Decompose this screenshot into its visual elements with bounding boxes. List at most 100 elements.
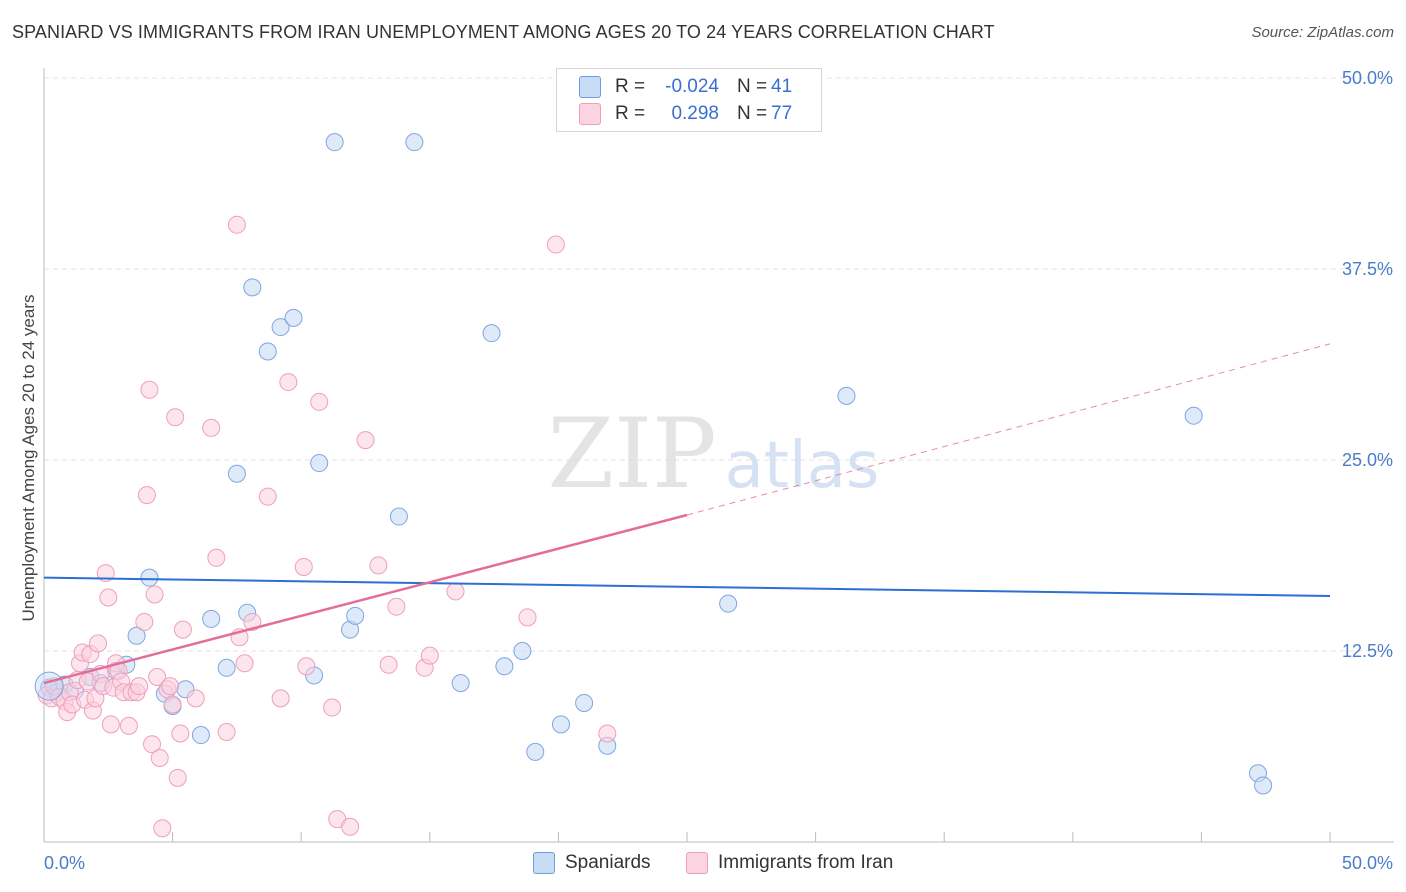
spaniard-cluster-point xyxy=(34,671,64,701)
watermark: ZIP atlas xyxy=(547,398,879,510)
iran-point xyxy=(99,588,118,607)
iran-legend-swatch xyxy=(686,852,708,874)
iran-point xyxy=(217,722,236,741)
source-label: Source: ZipAtlas.com xyxy=(1251,24,1394,41)
iran-point xyxy=(137,486,156,505)
y-tick-label: 12.5% xyxy=(1342,641,1393,661)
chart-title: SPANIARD VS IMMIGRANTS FROM IRAN UNEMPLO… xyxy=(12,22,995,42)
r-value: -0.024 xyxy=(665,76,719,97)
n-value: 77 xyxy=(771,103,793,124)
spaniard-point xyxy=(271,318,290,337)
iran-point xyxy=(143,735,162,754)
iran-point xyxy=(145,585,164,604)
n-label: N = xyxy=(737,76,768,97)
legend-item-iran: Immigrants from Iran xyxy=(686,852,893,874)
iran-point xyxy=(202,418,221,437)
iran-point xyxy=(387,597,406,616)
legend-row-spaniards: R = -0.024 N = 41 xyxy=(579,74,792,100)
y-tick-label: 37.5% xyxy=(1342,259,1393,279)
iran-point xyxy=(140,380,159,399)
iran-point xyxy=(171,724,190,743)
iran-point xyxy=(598,724,617,743)
spaniard-point xyxy=(1184,406,1203,425)
spaniard-point xyxy=(405,133,424,152)
iran-point xyxy=(279,373,298,392)
spaniard-point xyxy=(258,342,277,361)
gridlines xyxy=(44,77,1394,652)
n-value: 41 xyxy=(771,76,793,97)
n-label: N = xyxy=(737,103,768,124)
tick-labels: 12.5% 25.0% 37.5% 50.0% 0.0% 50.0% xyxy=(44,68,1393,873)
spaniard-point xyxy=(389,507,408,526)
iran-point xyxy=(297,657,316,676)
watermark-atlas: atlas xyxy=(725,429,880,503)
spaniard-point xyxy=(284,308,303,327)
spaniard-point xyxy=(495,657,514,676)
iran-point xyxy=(227,215,246,234)
spaniard-point xyxy=(217,658,236,677)
iran-point xyxy=(294,557,313,576)
iran-point xyxy=(271,689,290,708)
iran-point xyxy=(135,612,154,631)
iran-point xyxy=(518,608,537,627)
legend-item-spaniards: Spaniards xyxy=(533,852,651,874)
spaniard-point xyxy=(451,674,470,693)
stats-legend: R = -0.024 N = 41 R = 0.298 N = 77 xyxy=(556,68,822,132)
spaniard-point xyxy=(127,626,146,645)
spaniard-point xyxy=(191,726,210,745)
spaniard-point xyxy=(140,568,159,587)
series-legend: Spaniards Immigrants from Iran xyxy=(0,852,1406,878)
iran-point xyxy=(356,431,375,450)
spaniards-swatch xyxy=(579,76,601,98)
iran-point xyxy=(341,817,360,836)
spaniard-point xyxy=(1254,776,1273,795)
axes xyxy=(43,68,1394,843)
spaniard-point xyxy=(346,606,365,625)
iran-point xyxy=(150,748,169,767)
spaniard-point xyxy=(482,324,501,343)
x-tick-label: 50.0% xyxy=(1342,853,1393,873)
spaniard-point xyxy=(243,278,262,297)
spaniard-point xyxy=(513,642,532,660)
iran-point xyxy=(235,654,254,673)
iran-point xyxy=(369,556,388,575)
spaniards-trend-line xyxy=(43,576,1331,597)
spaniard-point xyxy=(551,715,570,734)
y-axis-label: Unemployment Among Ages 20 to 24 years xyxy=(19,295,38,622)
y-tick-label: 25.0% xyxy=(1342,450,1393,470)
legend-label-iran: Immigrants from Iran xyxy=(718,852,894,873)
r-label: R = xyxy=(615,76,646,97)
trend-lines xyxy=(43,343,1331,685)
iran-point xyxy=(168,768,187,787)
iran-point xyxy=(96,564,115,583)
spaniard-point xyxy=(575,693,594,712)
iran-point xyxy=(101,715,120,734)
legend-row-iran: R = 0.298 N = 77 xyxy=(579,101,792,127)
spaniard-point xyxy=(310,454,329,473)
spaniard-point xyxy=(526,742,545,761)
iran-point xyxy=(207,548,226,567)
iran-point xyxy=(323,698,342,717)
iran-point xyxy=(379,655,398,674)
iran-point xyxy=(166,408,185,427)
iran-point xyxy=(130,677,149,696)
iran-point xyxy=(243,612,262,631)
iran-swatch xyxy=(579,103,601,125)
iran-trend-extension xyxy=(686,343,1331,516)
x-tick-label: 0.0% xyxy=(44,853,85,873)
iran-trend-line xyxy=(43,513,688,685)
legend-label-spaniards: Spaniards xyxy=(565,852,651,873)
iran-point xyxy=(310,392,329,411)
r-value: 0.298 xyxy=(671,103,719,124)
spaniard-point xyxy=(227,464,246,483)
iran-point xyxy=(546,235,565,254)
iran-point xyxy=(173,620,192,639)
spaniard-point xyxy=(837,386,856,405)
spaniards-legend-swatch xyxy=(533,852,555,874)
iran-point xyxy=(163,695,182,714)
iran-point xyxy=(153,819,172,838)
spaniard-point xyxy=(325,133,344,152)
iran-point xyxy=(161,677,180,696)
iran-point xyxy=(446,582,465,601)
